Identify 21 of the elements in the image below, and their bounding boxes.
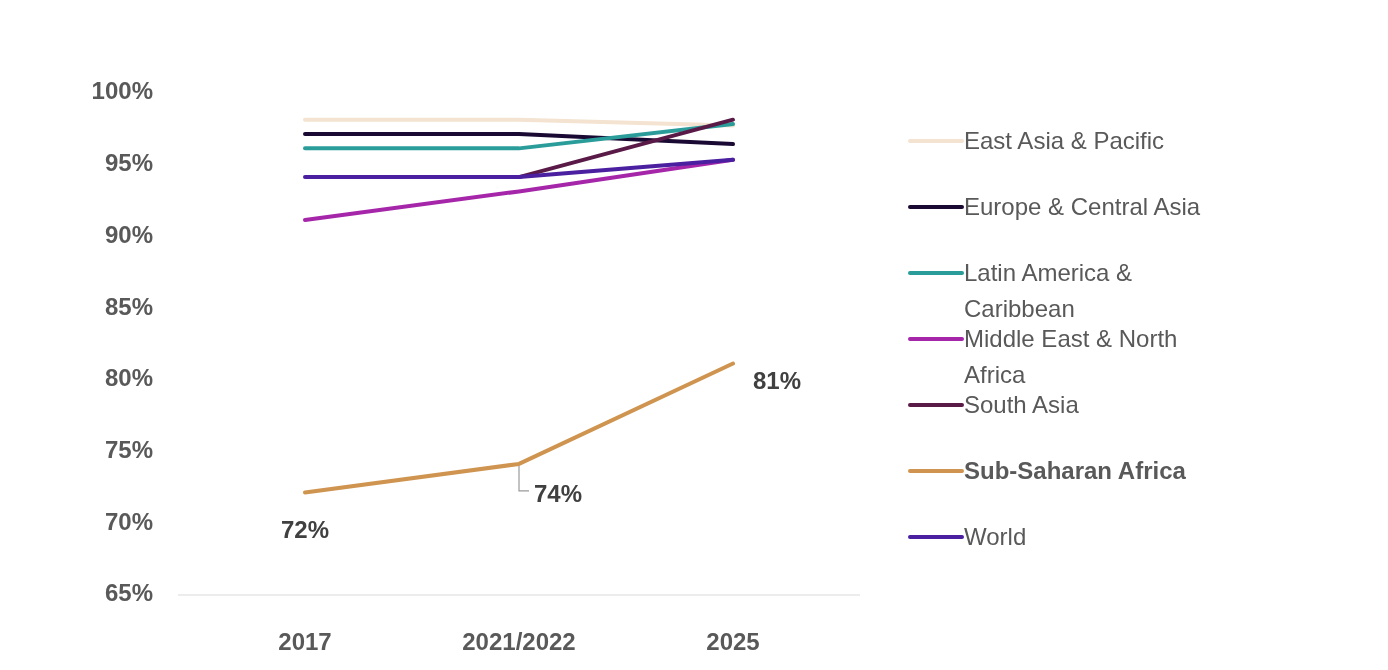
legend-label: Sub-Saharan Africa bbox=[964, 457, 1187, 485]
legend-label: Europe & Central Asia bbox=[964, 193, 1201, 221]
x-tick-label: 2025 bbox=[706, 628, 760, 655]
y-tick-label: 80% bbox=[104, 364, 153, 392]
legend-label: Middle East & North Africa bbox=[964, 325, 1178, 389]
legend-label: South Asia bbox=[964, 391, 1080, 419]
y-tick-label: 75% bbox=[104, 435, 153, 463]
y-tick-label: 85% bbox=[104, 292, 153, 320]
y-tick-label: 65% bbox=[104, 579, 153, 607]
legend-label: East Asia & Pacific bbox=[964, 127, 1165, 155]
y-tick-label: 70% bbox=[104, 507, 153, 535]
x-tick-label: 2021/2022 bbox=[462, 628, 576, 655]
legend-label: Latin America & Caribbean bbox=[964, 259, 1133, 323]
y-tick-label: 95% bbox=[104, 149, 153, 177]
data-label: 74% bbox=[534, 479, 583, 507]
x-tick-label: 2017 bbox=[278, 628, 332, 655]
y-tick-label: 100% bbox=[91, 77, 153, 105]
data-label: 72% bbox=[280, 515, 330, 543]
legend-label: World bbox=[964, 523, 1027, 551]
y-tick-label: 90% bbox=[104, 220, 153, 248]
data-label: 81% bbox=[753, 366, 802, 394]
